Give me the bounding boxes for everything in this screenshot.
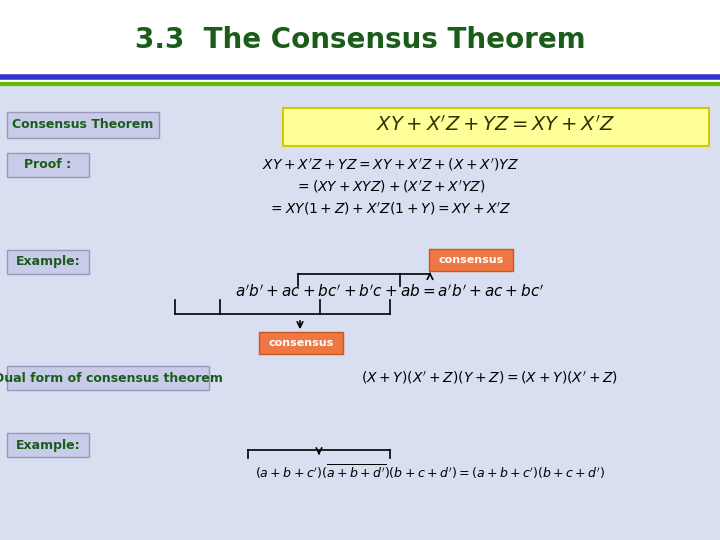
Text: Example:: Example: <box>16 255 81 268</box>
Text: consensus: consensus <box>269 338 333 348</box>
Text: 3.3  The Consensus Theorem: 3.3 The Consensus Theorem <box>135 26 585 54</box>
Bar <box>0 84 720 540</box>
Text: $XY + X'Z + YZ = XY + X'Z + (X + X')YZ$: $XY + X'Z + YZ = XY + X'Z + (X + X')YZ$ <box>261 157 518 173</box>
Text: $= XY(1 + Z) + X'Z(1 + Y) = XY + X'Z$: $= XY(1 + Z) + X'Z(1 + Y) = XY + X'Z$ <box>268 201 512 217</box>
FancyBboxPatch shape <box>7 366 209 390</box>
Text: $(X+Y)(X'+Z)(Y+Z) = (X+Y)(X'+Z)$: $(X+Y)(X'+Z)(Y+Z) = (X+Y)(X'+Z)$ <box>361 370 618 386</box>
Text: $(a+b+c')(\overline{a+b+d'})(b+c+d') = (a+b+c')(b+c+d')$: $(a+b+c')(\overline{a+b+d'})(b+c+d') = (… <box>255 463 606 481</box>
Text: Consensus Theorem: Consensus Theorem <box>12 118 153 132</box>
FancyBboxPatch shape <box>7 153 89 177</box>
FancyBboxPatch shape <box>7 250 89 274</box>
FancyBboxPatch shape <box>283 108 709 146</box>
Bar <box>0 0 720 75</box>
FancyBboxPatch shape <box>7 433 89 457</box>
FancyBboxPatch shape <box>7 112 159 138</box>
Text: Proof :: Proof : <box>24 159 71 172</box>
FancyBboxPatch shape <box>259 332 343 354</box>
Text: Dual form of consensus theorem: Dual form of consensus theorem <box>0 372 222 384</box>
Text: Example:: Example: <box>16 438 81 451</box>
Text: $= (XY + XYZ) + (X'Z + X'YZ)$: $= (XY + XYZ) + (X'Z + X'YZ)$ <box>294 179 485 195</box>
FancyBboxPatch shape <box>429 249 513 271</box>
Text: $a'b'+ac+bc'+b'c+ab = a'b'+ac+bc'$: $a'b'+ac+bc'+b'c+ab = a'b'+ac+bc'$ <box>235 284 544 300</box>
Text: $XY + X'Z + YZ = XY + X'Z$: $XY + X'Z + YZ = XY + X'Z$ <box>377 115 616 135</box>
Text: consensus: consensus <box>438 255 503 265</box>
